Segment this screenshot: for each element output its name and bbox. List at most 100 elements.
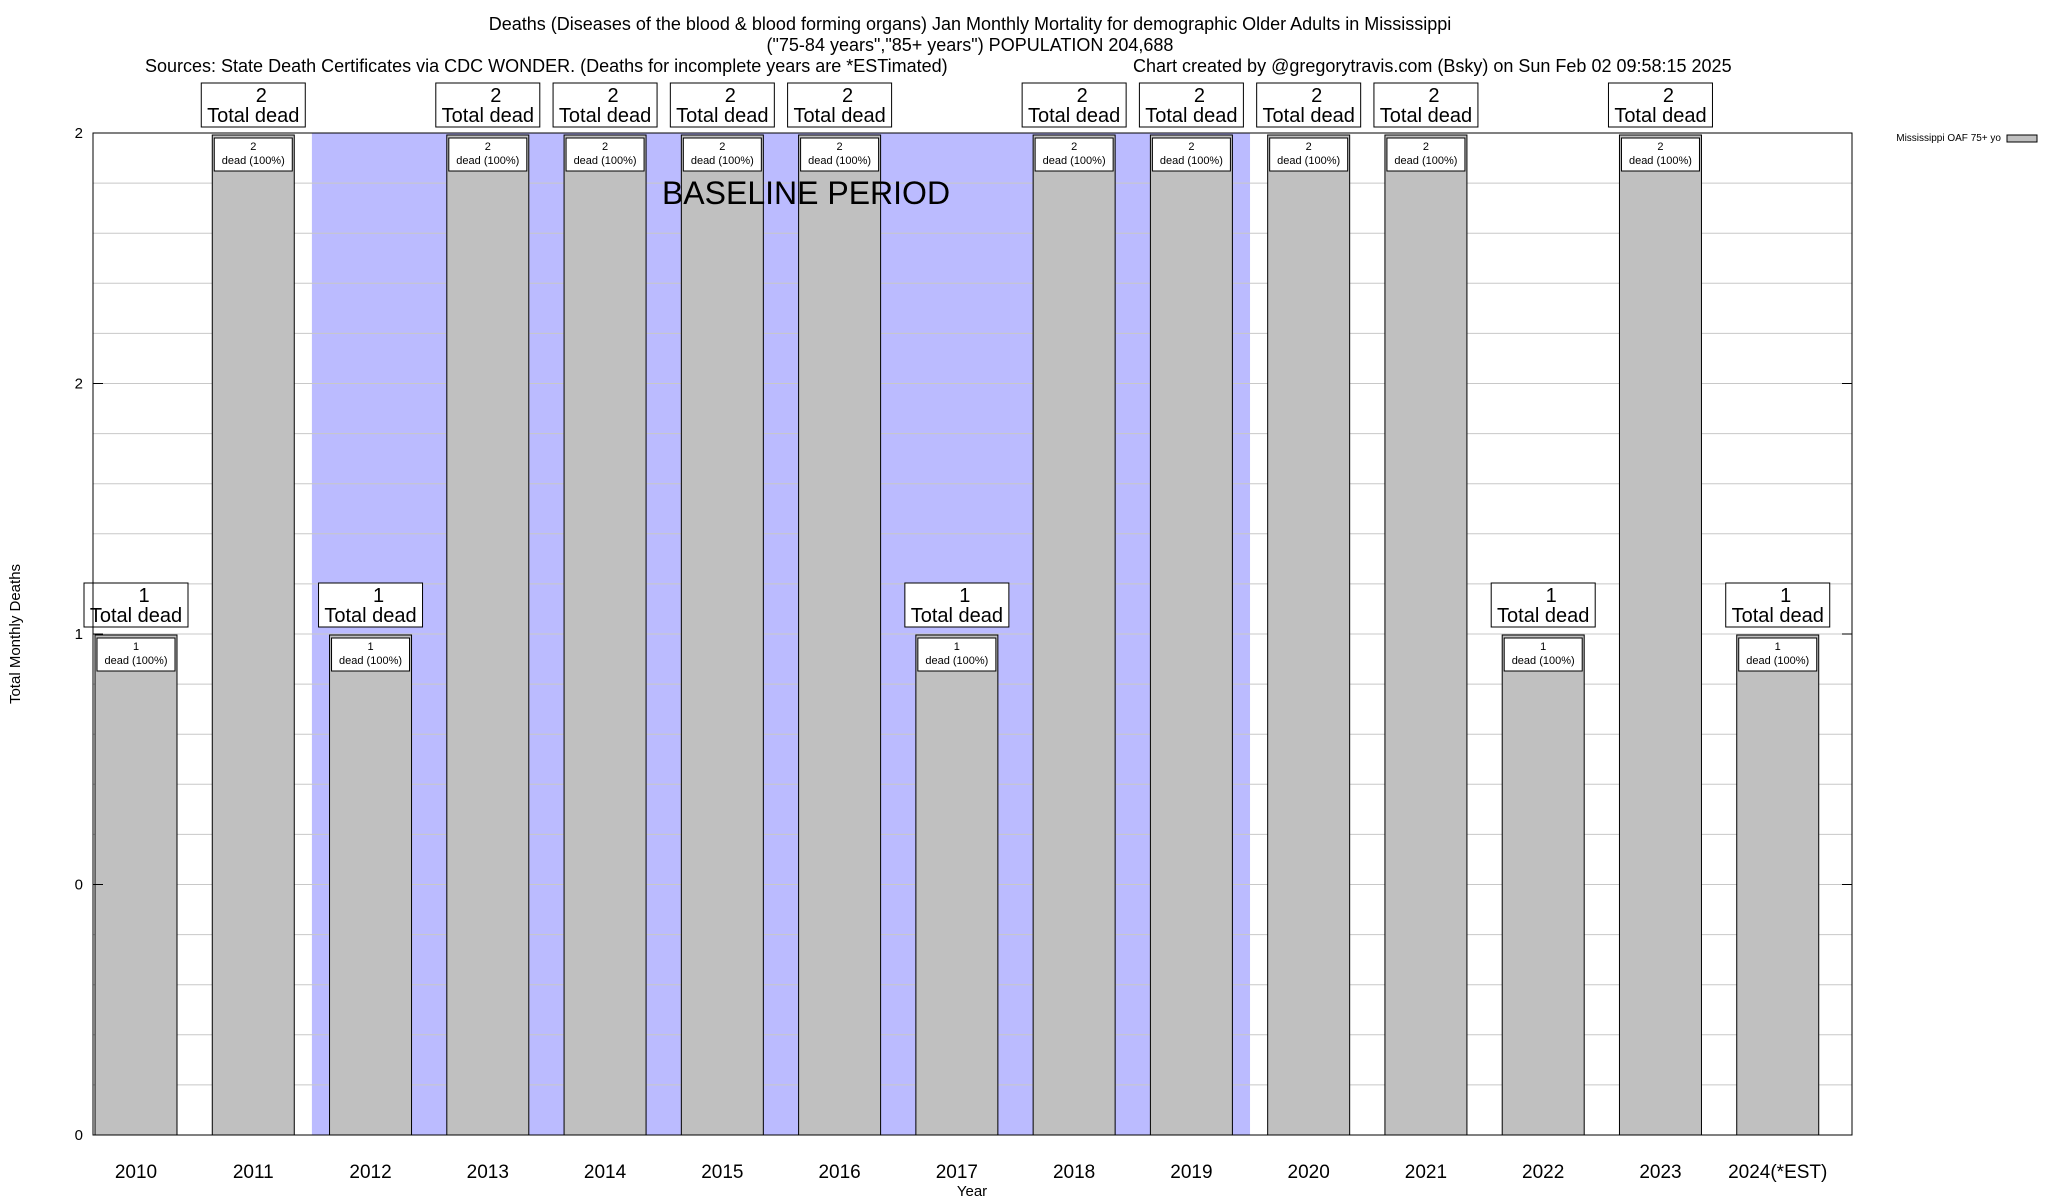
inner-label-box [96,637,176,672]
bar-2010 [94,634,178,1136]
total-label-box [552,82,658,128]
inner-label-text: dead (100%) [105,655,168,667]
x-tick-label: 2012 [349,1162,391,1183]
total-label-box [904,582,1010,628]
bar-2018 [1032,134,1116,1136]
bar-2024(*EST) [1736,634,1820,1136]
y-tick-label: 2 [75,376,83,393]
total-label-box [1373,82,1479,128]
inner-label-text: dead (100%) [222,155,285,167]
bar-2021 [1384,134,1468,1136]
total-label-text: Total dead [1028,105,1120,127]
baseline-period-label: BASELINE PERIOD [662,175,950,211]
total-label-box [787,82,893,128]
total-label-box [435,82,541,128]
x-tick-label: 2019 [1170,1162,1212,1183]
bar-2014 [563,134,647,1136]
x-tick-label: 2014 [584,1162,627,1183]
inner-label-count: 1 [1540,641,1546,653]
total-label-count: 2 [725,85,736,107]
chart-sources: Sources: State Death Certificates via CD… [145,56,948,76]
x-tick-label: 2023 [1639,1162,1681,1183]
total-label-box [200,82,306,128]
total-label-count: 1 [138,585,149,607]
total-label-text: Total dead [1732,605,1824,627]
y-axis-ticks: 0 0 1 2 2 [75,125,1852,1144]
total-label-text: Total dead [676,105,768,127]
inner-label-text: dead (100%) [1277,155,1340,167]
x-tick-label: 2024(*EST) [1728,1162,1827,1183]
inner-label-text: dead (100%) [574,155,637,167]
inner-label-box [213,137,293,172]
x-tick-label: 2018 [1053,1162,1095,1183]
x-tick-label: 2021 [1405,1162,1447,1183]
total-label-count: 2 [842,85,853,107]
bar-2017 [915,634,999,1136]
inner-label-count: 2 [719,141,725,153]
inner-label-text: dead (100%) [1512,655,1575,667]
bar-2012 [329,634,413,1136]
total-label-text: Total dead [1497,605,1589,627]
inner-label-count: 2 [1306,141,1312,153]
total-label-text: Total dead [911,605,1003,627]
inner-label-box [682,137,762,172]
x-tick-label: 2010 [115,1162,157,1183]
inner-label-count: 1 [133,641,139,653]
total-label-text: Total dead [793,105,885,127]
inner-label-text: dead (100%) [456,155,519,167]
inner-label-count: 2 [1657,141,1663,153]
bar-2015 [680,134,764,1136]
chart-title-line-1: Deaths (Diseases of the blood & blood fo… [489,14,1451,34]
inner-label-box [1386,137,1466,172]
y-axis-title: Total Monthly Deaths [7,564,24,704]
inner-label-box [1151,137,1231,172]
total-label-text: Total dead [442,105,534,127]
x-tick-label: 2022 [1522,1162,1564,1183]
chart-credit: Chart created by @gregorytravis.com (Bsk… [1133,56,1732,76]
y-tick-label: 0 [75,877,83,894]
total-label-box [1138,82,1244,128]
inner-label-text: dead (100%) [1746,655,1809,667]
total-label-text: Total dead [324,605,416,627]
x-tick-label: 2013 [467,1162,509,1183]
total-label-count: 2 [1311,85,1322,107]
x-axis-title: Year [957,1183,987,1200]
total-label-box [83,582,189,628]
total-label-text: Total dead [1614,105,1706,127]
total-label-count: 2 [1194,85,1205,107]
legend: Mississippi OAF 75+ yo [1896,133,2038,144]
inner-label-count: 2 [1423,141,1429,153]
inner-label-box [1269,137,1349,172]
total-label-text: Total dead [1263,105,1355,127]
bar-2011 [211,134,295,1136]
inner-label-text: dead (100%) [339,655,402,667]
x-tick-label: 2015 [701,1162,743,1183]
y-tick-label: 0 [75,1127,83,1144]
chart-title-line-2: ("75-84 years","85+ years") POPULATION 2… [767,35,1174,55]
inner-label-box [1738,637,1818,672]
inner-label-count: 2 [1071,141,1077,153]
total-label-count: 2 [256,85,267,107]
total-label-box [318,582,424,628]
x-tick-label: 2016 [818,1162,860,1183]
inner-label-box [1034,137,1114,172]
total-label-text: Total dead [90,605,182,627]
bar-2022 [1501,634,1585,1136]
inner-label-box [331,637,411,672]
x-axis-ticks: 2010 2011 2012 2013 2014 2015 2016 2017 2018 2019… [115,1162,1828,1183]
total-label-text: Total dead [207,105,299,127]
total-label-count: 2 [1663,85,1674,107]
inner-label-count: 1 [1775,641,1781,653]
total-label-box [1490,582,1596,628]
total-label-count: 1 [959,585,970,607]
inner-label-text: dead (100%) [925,655,988,667]
y-tick-label: 1 [75,626,83,643]
x-tick-label: 2020 [1288,1162,1330,1183]
inner-label-count: 2 [485,141,491,153]
total-label-count: 2 [490,85,501,107]
bar-2019 [1149,134,1233,1136]
inner-label-box [565,137,645,172]
total-label-box [1607,82,1713,128]
